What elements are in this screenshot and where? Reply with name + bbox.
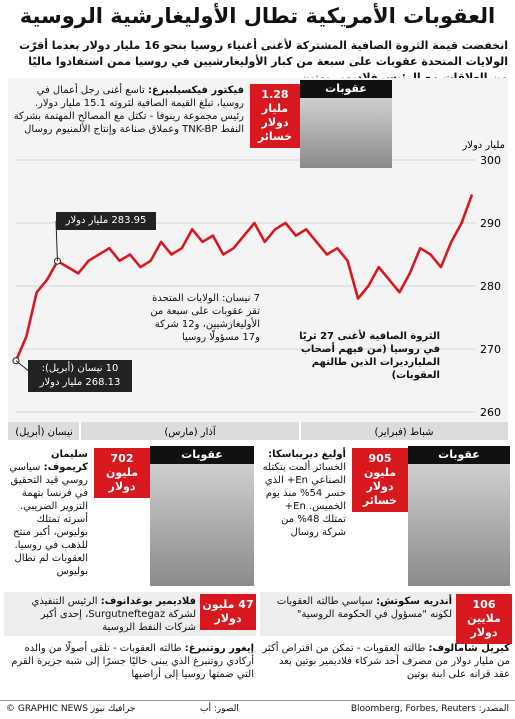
photo [408,464,510,586]
footer: المصدر: Bloomberg, Forbes, Reuters الصور… [0,700,515,719]
x-tick-label: آذار (مارس) [164,425,216,438]
profile-text: فلاديمير بوغدانوف: الرئيس التنفيذي لشركة… [8,595,197,634]
photo-box: عقوبات [150,446,254,586]
annotation: 7 نيسان: الولايات المتحدة تقر عقوبات على… [150,293,260,343]
profile-desc: تاسع أغنى رجل أعمال في روسيا، تبلغ القيم… [13,85,244,135]
title: العقوبات الأمريكية تطال الأوليغارشية الر… [19,4,496,28]
x-tick-label: نيسان (أبريل) [15,425,73,438]
annotation: 283.95 مليار دولار [56,212,156,230]
profile-desc: سياسي روسي قيد التحقيق في فرنسا بتهمة ال… [9,462,88,577]
badge: عقوبات [150,446,254,464]
note-text: طالته العقوبات - تلقى أصولًا من والده أر… [11,643,254,680]
profile-text: سليمان كريموف: سياسي روسي قيد التحقيق في… [6,448,88,578]
profile-name: أندريه سكوتش: [376,596,452,607]
photo [150,464,254,586]
profile-name: أوليغ ديريباسكا: [268,449,346,460]
y-tick-label: 300 [480,154,501,167]
pointer [15,360,31,373]
loss-label: 905 مليون دولار خسائر [352,448,408,512]
profile-desc: الخسائر ألمت بتكتله الصناعي En+ الذي خسر… [262,462,346,538]
profile-desc: سياسي طالته العقوبات لكونه "مسؤول في الح… [276,596,452,620]
loss-label: 702 مليون دولار [94,448,150,498]
badge: عقوبات [408,446,510,464]
profile-name: سليمان كريموف: [43,449,88,473]
y-tick-label: 270 [480,343,501,356]
y-label: مليار دولار [461,140,505,151]
loss-label: 1.28 مليار دولار خسائر [250,84,300,148]
profile-desc: الرئيس التنفيذي لشركة Surgutneftegaz، إح… [31,596,197,633]
photo-credit: الصور: أب [200,704,239,714]
source: المصدر: Bloomberg, Forbes, Reuters [350,704,509,714]
photo [300,98,392,168]
note-name: إيغور روتنبرغ: [184,643,254,654]
x-tick-label: شباط (فبراير) [374,427,433,438]
badge: عقوبات [300,80,392,98]
y-tick-label: 290 [480,217,501,230]
profile-text: أندريه سكوتش: سياسي طالته العقوبات لكونه… [264,595,452,621]
profile-name: فلاديمير بوغدانوف: [100,596,196,607]
series-line [14,194,474,362]
annotation: الثروة الصافية لأغنى 27 ثريًا في روسيا (… [299,331,440,381]
month-band [8,422,508,440]
annotation: 10 نيسان (أبريل): 268.13 مليار دولار [28,360,132,392]
photo-box: عقوبات [300,80,392,168]
note-text: طالته العقوبات - تمكن من اقتراض أكثر من … [262,643,510,680]
credit: © GRAPHIC NEWS جرافيك نيوز [6,704,136,714]
loss-label: 106 ملايين دولار [456,594,512,644]
profile-text: أوليغ ديريباسكا: الخسائر ألمت بتكتله الص… [262,448,346,539]
profile-text: فيكتور فيكسيلبيرغ: تاسع أغنى رجل أعمال ف… [12,84,244,136]
y-tick-label: 280 [480,280,501,293]
y-tick-label: 260 [480,406,501,419]
note: إيغور روتنبرغ: طالته العقوبات - تلقى أصو… [6,642,254,681]
photo-box: عقوبات [408,446,510,586]
note: كيريل شامالوف: طالته العقوبات - تمكن من … [262,642,510,681]
loss-label: 47 مليون دولار [200,594,256,630]
profile-name: فيكتور فيكسيلبيرغ: [147,85,244,96]
note-name: كيريل شامالوف: [428,643,510,654]
